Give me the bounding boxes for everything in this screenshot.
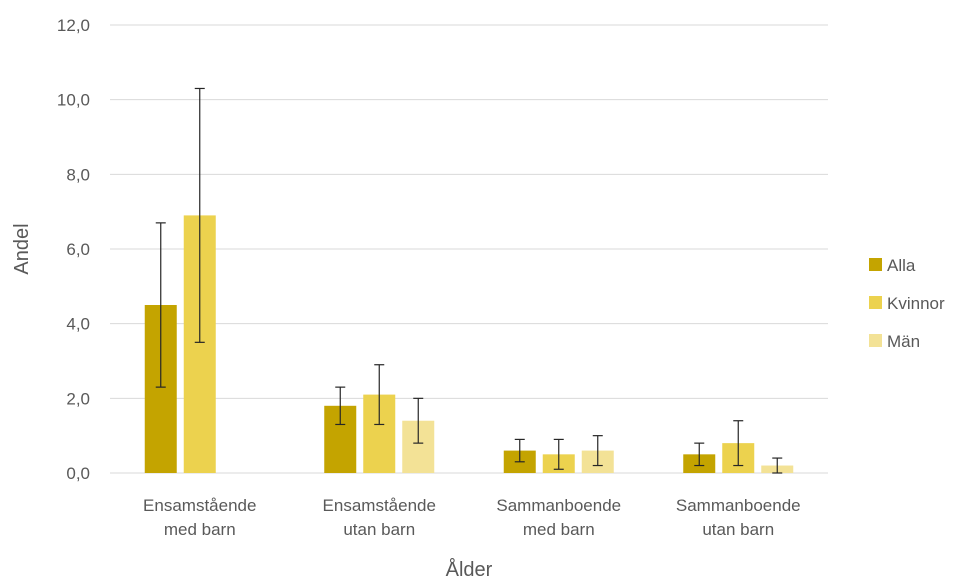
legend-label: Kvinnor [887,294,945,313]
legend-swatch [869,296,882,309]
error-bar [335,386,346,426]
y-tick-label: 4,0 [66,315,90,334]
y-tick-label: 2,0 [66,389,90,408]
error-bar [733,420,744,467]
x-tick-label: Sammanboende med barn [496,496,621,539]
error-bars [155,87,783,474]
y-axis-title: Andel [11,223,33,274]
error-bar [155,222,166,388]
y-tick-label: 0,0 [66,464,90,483]
error-bar [553,438,564,470]
legend-item: Alla [869,256,916,275]
y-axis-ticks: 0,0 2,0 4,0 6,0 8,0 10,0 12,0 [57,16,90,483]
error-bar [514,438,525,463]
x-tick-label: Ensamstående med barn [143,496,256,539]
legend-swatch [869,334,882,347]
y-tick-label: 6,0 [66,240,90,259]
gridlines [110,24,828,474]
x-tick-label: Ensamstående utan barn [323,496,436,539]
error-bar [592,435,603,467]
error-bar [694,442,705,467]
legend-swatch [869,258,882,271]
bars [144,215,794,473]
y-tick-label: 12,0 [57,16,90,35]
error-bar [194,87,205,343]
legend-item: Kvinnor [869,294,945,313]
x-axis-ticks: Ensamstående med barn Ensamstående utan bar… [143,496,801,539]
error-bar [374,364,385,426]
legend: Alla Kvinnor Män [869,256,945,351]
error-bar [413,397,424,444]
y-tick-label: 10,0 [57,91,90,110]
y-tick-label: 8,0 [66,165,90,184]
legend-label: Alla [887,256,916,275]
x-tick-label: Sammanboende utan barn [676,496,801,539]
x-axis-title: Ålder [446,558,493,581]
legend-item: Män [869,332,920,351]
legend-label: Män [887,332,920,351]
error-bar [772,457,783,474]
